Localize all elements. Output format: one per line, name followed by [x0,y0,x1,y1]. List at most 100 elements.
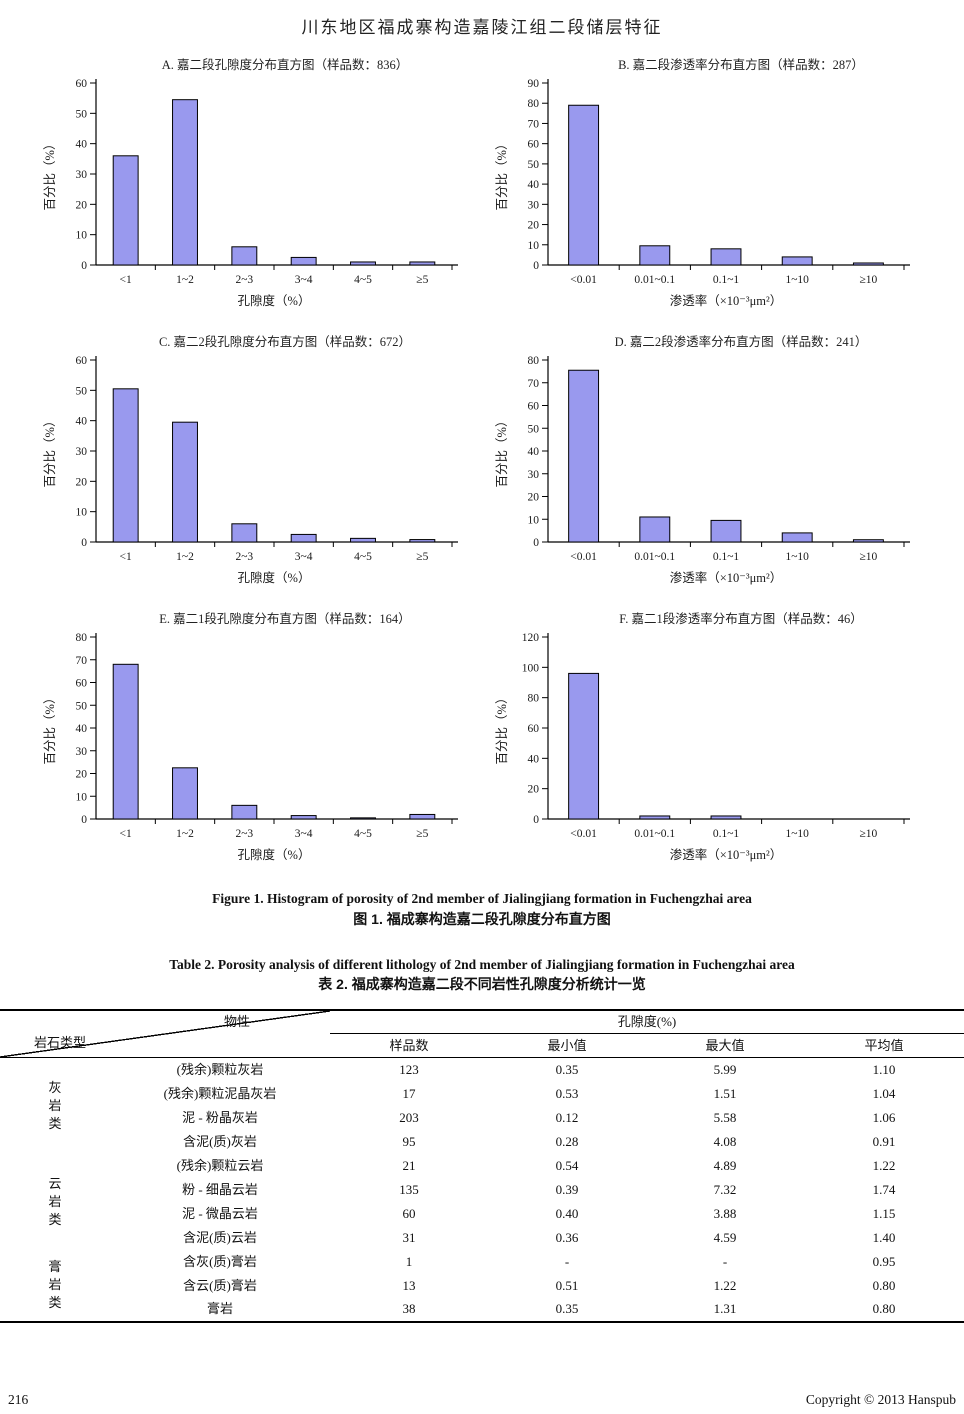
lithology-name: 含泥(质)灰岩 [183,1133,257,1149]
table-value: 0.91 [872,1133,896,1149]
y-tick-label: 10 [76,507,88,519]
lithology-name: 含泥(质)云岩 [183,1229,257,1245]
table-column-header: 平均值 [804,1033,964,1059]
bar [568,672,600,820]
bar-chart-svg: 0 10 20 30 40 50 60 70 80 <1 1~2 2~3 3~4 4~5 ≥5 孔隙度（%） 百… [43,632,458,862]
table-value: 1.04 [872,1085,896,1101]
table-caption-en: Table 2. Porosity analysis of different … [169,956,795,972]
y-tick-label: 0 [533,814,539,826]
table-value: 0.28 [555,1133,579,1149]
table-value: 1.15 [872,1205,896,1221]
x-category-label: 4~5 [354,274,372,286]
x-category-label: ≥10 [859,551,877,563]
table-value: 1.51 [713,1085,737,1101]
table-value: 135 [399,1181,419,1197]
x-category-label: 2~3 [235,828,253,840]
table-value: 0.54 [555,1157,579,1173]
y-tick-label: 30 [76,169,88,181]
y-tick-label: 60 [76,78,88,90]
table-value: 0.36 [555,1229,579,1245]
table-group-header-porosity: 孔隙度(%) [330,1009,964,1035]
corner-label-rock-type: 岩石类型 [34,1035,87,1051]
chart-d-plot: 0 10 20 30 40 50 60 70 80 <0.01 0.01~0.1 0.1~1 1~10 ≥… [490,350,950,602]
y-tick-label: 10 [528,240,540,252]
y-tick-label: 0 [81,537,87,549]
table-row: 膏 岩 类 含灰(质)膏岩 1 - - 0.95 [0,1250,964,1311]
chart-e-plot: 0 10 20 30 40 50 60 70 80 <1 1~2 2~3 3~4 4~5 ≥5 孔隙度（%） 百… [38,627,490,879]
table-value: - [564,1253,570,1269]
table-value: 1.40 [872,1229,896,1245]
table-value: 1.10 [872,1061,896,1077]
y-tick-label: 50 [76,700,88,712]
x-category-label: 1~2 [176,828,194,840]
x-category-label: <0.01 [570,551,597,563]
table-value: 1.31 [713,1301,737,1317]
table-header-row-2: 样品数 最小值 最大值 平均值 [0,1033,964,1059]
table-value: 0.35 [555,1301,579,1317]
page-title: 川东地区福成寨构造嘉陵江组二段储层特征 [301,18,663,37]
y-tick-label: 20 [76,199,88,211]
table-value: 5.99 [713,1061,737,1077]
bar [350,537,376,543]
chart-c-title: C. 嘉二2段孔隙度分布直方图（样品数：672） [158,335,412,349]
y-tick-label: 80 [76,632,88,644]
x-category-label: 1~10 [785,551,809,563]
y-tick-label: 40 [76,723,88,735]
lithology-name: 含灰(质)膏岩 [183,1253,257,1269]
x-category-label: 4~5 [354,551,372,563]
table-value: 0.51 [555,1277,579,1293]
y-tick-label: 50 [76,108,88,120]
bar-chart-svg: 0 10 20 30 40 50 60 70 80 90 <0.01 0.01~0.1 0.1~1 1~1… [495,78,910,308]
x-category-label: 0.1~1 [713,551,740,563]
table-row: 含泥(质)云岩 31 0.36 4.59 1.40 [0,1226,964,1250]
corner-label-property: 物性 [224,1013,251,1029]
x-axis-title: 渗透率（×10⁻³μm²） [670,847,783,862]
chart-a-title: A. 嘉二段孔隙度分布直方图（样品数：836） [161,58,409,72]
y-tick-label: 0 [81,814,87,826]
y-tick-label: 90 [528,78,540,90]
table-value: 0.12 [555,1109,579,1125]
y-tick-label: 10 [76,230,88,242]
table-value: 203 [399,1109,419,1125]
chart-d-permeability-jia2-2: D. 嘉二2段渗透率分布直方图（样品数：241） 0 10 20 30 40 50 60 70… [490,331,950,602]
x-category-label: ≥5 [416,274,428,286]
chart-a-plot: 0 10 20 30 40 50 60 <1 1~2 2~3 3~4 4~5 ≥5 孔隙度（%） 百分比（%… [38,73,490,325]
table-value: 38 [402,1301,416,1317]
x-category-label: ≥5 [416,828,428,840]
figure-1-chart-grid: A. 嘉二段孔隙度分布直方图（样品数：836） 0 10 20 30 40 50 60 <1 1… [0,54,964,879]
table-row: 含泥(质)灰岩 95 0.28 4.08 0.91 [0,1130,964,1154]
x-category-label: ≥5 [416,551,428,563]
y-tick-label: 20 [528,220,540,232]
y-axis-title: 百分比（%） [43,692,57,765]
x-category-label: 3~4 [295,551,313,563]
table-value: 0.40 [555,1205,579,1221]
bar [172,421,198,543]
x-category-label: ≥10 [859,828,877,840]
figure-caption-zh: 图 1. 福成寨构造嘉二段孔隙度分布直方图 [353,910,611,927]
table-column-header: 样品数 [330,1033,488,1059]
copyright-notice: Copyright © 2013 Hanspub [805,1392,956,1407]
y-tick-label: 60 [528,139,540,151]
bar [781,256,813,266]
table-column-header: 最大值 [646,1033,804,1059]
y-tick-label: 80 [528,355,540,367]
table-value: 4.89 [713,1157,737,1173]
y-axis-title: 百分比（%） [495,692,509,765]
y-tick-label: 40 [528,179,540,191]
y-axis-title: 百分比（%） [495,415,509,488]
lithology-name: (残余)颗粒灰岩 [176,1061,264,1077]
y-tick-label: 70 [76,655,88,667]
bar-chart-svg: 0 10 20 30 40 50 60 70 80 <0.01 0.01~0.1 0.1~1 1~10 ≥… [495,355,910,585]
porosity-analysis-table: 物性 岩石类型 孔隙度(%) 样品数 最小值 最大值 平均值 灰 岩 类 (残余)颗粒灰… [0,1008,964,1323]
x-category-label: 1~10 [785,274,809,286]
table-row: 粉 - 细晶云岩 135 0.39 7.32 1.74 [0,1178,964,1202]
table-value: 0.39 [555,1181,579,1197]
y-tick-label: 80 [528,98,540,110]
bar [112,155,139,266]
x-category-label: <1 [120,828,132,840]
chart-b-title: B. 嘉二段渗透率分布直方图（样品数：287） [618,58,864,72]
table-value: 5.58 [713,1109,737,1125]
table-value: 4.08 [713,1133,737,1149]
bar [409,813,436,820]
x-axis-title: 孔隙度（%） [238,847,311,862]
